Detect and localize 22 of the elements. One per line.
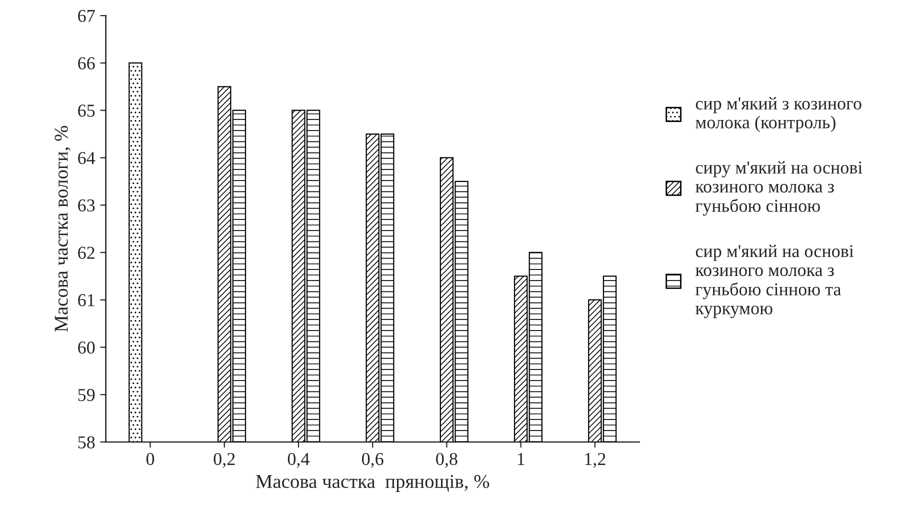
x-tick-label: 0,8 — [436, 452, 458, 468]
y-tick-label: 58 — [78, 436, 95, 448]
y-tick-label: 63 — [78, 199, 95, 212]
y-tick-label: 59 — [78, 388, 95, 402]
y-tick-label: 66 — [78, 57, 95, 70]
x-axis-title: Масова частка прянощів, % — [256, 474, 490, 492]
legend-label: сиру м'який на основі козиного молока з гуньбою сінною — [696, 161, 862, 216]
x-tick-label: 0,6 — [362, 452, 384, 468]
legend-label: сир м'який на основі козиного молока з гуньбою сінною та куркумою — [696, 244, 854, 318]
x-tick-label: 0 — [146, 452, 154, 466]
y-tick-label: 67 — [78, 10, 95, 22]
x-tick-label: 0,2 — [214, 452, 235, 468]
y-tick-label: 60 — [78, 342, 95, 354]
x-tick-label: 0,4 — [288, 452, 310, 468]
y-tick-label: 61 — [78, 294, 94, 306]
y-tick-label: 64 — [78, 152, 96, 164]
legend-label: сир м'який з козиного молока (контроль) — [696, 97, 862, 132]
y-tick-label: 62 — [78, 246, 94, 259]
y-tick-label: 65 — [78, 104, 95, 117]
x-tick-label: 1,2 — [585, 452, 606, 468]
x-tick-label: 1 — [518, 453, 524, 465]
y-axis-title: Масова частка вологи, % — [54, 126, 71, 332]
